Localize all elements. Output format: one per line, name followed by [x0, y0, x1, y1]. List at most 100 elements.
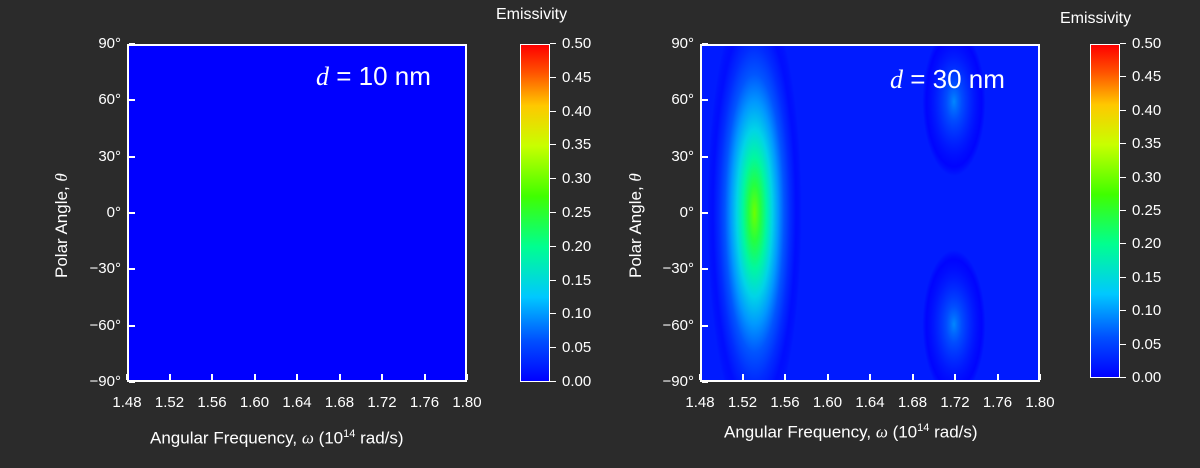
- x-tick-mark: [741, 374, 744, 380]
- x-tick-label: 1.52: [154, 394, 185, 411]
- colorbar-tick-mark: [1120, 109, 1126, 111]
- x-tick-mark: [826, 374, 829, 380]
- colorbar-tick-mark: [1120, 176, 1126, 178]
- y-tick-mark: [129, 43, 135, 45]
- colorbar-tick-label: 0.10: [562, 305, 592, 323]
- thickness-annotation: d = 10 nm: [316, 61, 431, 91]
- emissivity-peak: [922, 250, 986, 380]
- colorbar-tick-mark: [550, 381, 556, 382]
- colorbar-tick-label: 0.30: [1132, 168, 1162, 186]
- x-tick-mark: [381, 374, 383, 380]
- x-tick-mark: [869, 374, 871, 380]
- colorbar-tick-label: 0.20: [1132, 235, 1162, 253]
- x-tick-mark: [253, 374, 256, 380]
- x-tick-mark: [954, 374, 956, 380]
- x-tick-mark: [699, 374, 701, 380]
- y-tick-label: 30°: [98, 147, 121, 165]
- colorbar: [520, 44, 550, 382]
- x-tick-label: 1.56: [770, 394, 800, 411]
- x-tick-label: 1.48: [112, 394, 142, 411]
- x-tick-label: 1.64: [282, 394, 312, 411]
- colorbar-tick-mark: [550, 178, 556, 180]
- x-tick-mark: [784, 374, 786, 380]
- x-tick-label: 1.76: [982, 394, 1013, 411]
- colorbar-title: Emissivity: [496, 6, 568, 23]
- y-tick-label: −90°: [662, 373, 694, 390]
- x-tick-mark: [168, 374, 171, 380]
- y-tick-mark: [702, 381, 708, 383]
- x-tick-label: 1.48: [685, 394, 715, 411]
- y-tick-label: −90°: [89, 373, 121, 390]
- colorbar-tick-mark: [1120, 377, 1126, 378]
- x-tick-mark: [211, 374, 213, 380]
- thickness-annotation: d = 30 nm: [890, 64, 1005, 94]
- colorbar: [1090, 44, 1120, 378]
- colorbar-tick-label: 0.45: [562, 68, 592, 86]
- x-axis-label: Angular Frequency, ω (1014 rad/s): [724, 422, 978, 442]
- y-tick-label: 60°: [98, 91, 121, 109]
- colorbar-tick-mark: [1120, 143, 1126, 145]
- colorbar-tick-label: 0.50: [1132, 35, 1162, 52]
- colorbar-tick-label: 0.10: [1132, 302, 1162, 320]
- x-tick-mark: [126, 374, 128, 380]
- colorbar-tick-mark: [550, 110, 556, 112]
- colorbar-tick-label: 0.40: [1132, 101, 1162, 119]
- colorbar-tick-label: 0.35: [1132, 135, 1162, 153]
- heatmap-canvas: [129, 46, 465, 380]
- colorbar-tick-label: 0.15: [1132, 268, 1162, 286]
- colorbar-tick-label: 0.35: [562, 136, 592, 154]
- y-tick-label: 90°: [98, 35, 121, 52]
- colorbar-tick-label: 0.00: [562, 373, 592, 390]
- y-tick-label: −60°: [89, 316, 121, 334]
- y-tick-label: 30°: [671, 147, 694, 165]
- x-tick-mark: [1039, 374, 1041, 380]
- y-tick-label: −30°: [662, 260, 694, 278]
- y-tick-label: −60°: [662, 316, 694, 334]
- x-tick-mark: [911, 374, 914, 380]
- y-tick-mark: [129, 155, 135, 158]
- x-tick-label: 1.76: [409, 394, 440, 411]
- chart-panel-d10: d = 10 nm 90° 60° 30° 0° −30° −60° −90° 1.48 1.…: [52, 6, 592, 448]
- colorbar-tick-label: 0.25: [1132, 202, 1162, 219]
- y-tick-mark: [129, 381, 135, 383]
- x-tick-label: 1.56: [197, 394, 227, 411]
- y-tick-label: 0°: [106, 204, 121, 221]
- y-tick-mark: [129, 268, 135, 271]
- y-tick-mark: [702, 212, 708, 214]
- colorbar-tick-mark: [550, 144, 556, 146]
- colorbar-tick-mark: [1120, 210, 1126, 211]
- colorbar-tick-mark: [1120, 310, 1126, 312]
- x-tick-label: 1.60: [812, 394, 843, 411]
- x-tick-mark: [338, 374, 341, 380]
- colorbar-tick-mark: [1120, 243, 1126, 245]
- colorbar-tick-mark: [550, 347, 556, 349]
- colorbar-tick-mark: [1120, 276, 1126, 278]
- colorbar-tick-mark: [550, 43, 556, 44]
- emissivity-peak: [707, 46, 802, 380]
- colorbar-tick-label: 0.45: [1132, 68, 1162, 86]
- x-tick-mark: [466, 374, 468, 380]
- x-tick-label: 1.60: [239, 394, 270, 411]
- y-tick-mark: [129, 324, 135, 327]
- x-tick-label: 1.80: [1025, 394, 1055, 411]
- x-tick-mark: [423, 374, 426, 380]
- x-tick-label: 1.72: [940, 394, 970, 411]
- colorbar-tick-mark: [550, 212, 556, 213]
- colorbar-tick-mark: [1120, 43, 1126, 44]
- x-axis-label: Angular Frequency, ω (1014 rad/s): [150, 428, 404, 448]
- y-tick-mark: [129, 212, 135, 214]
- x-tick-label: 1.64: [855, 394, 885, 411]
- x-tick-label: 1.68: [324, 394, 355, 411]
- emissivity-peak: [922, 46, 986, 176]
- x-tick-mark: [296, 374, 298, 380]
- x-tick-mark: [996, 374, 999, 380]
- heatmap-plot-area: [700, 44, 1040, 382]
- y-tick-label: −30°: [89, 260, 121, 278]
- colorbar-tick-label: 0.20: [562, 237, 592, 255]
- x-tick-label: 1.80: [452, 394, 482, 411]
- colorbar-tick-mark: [550, 279, 556, 281]
- y-tick-label: 60°: [671, 91, 694, 109]
- y-tick-label: 90°: [671, 35, 694, 52]
- x-tick-label: 1.52: [727, 394, 758, 411]
